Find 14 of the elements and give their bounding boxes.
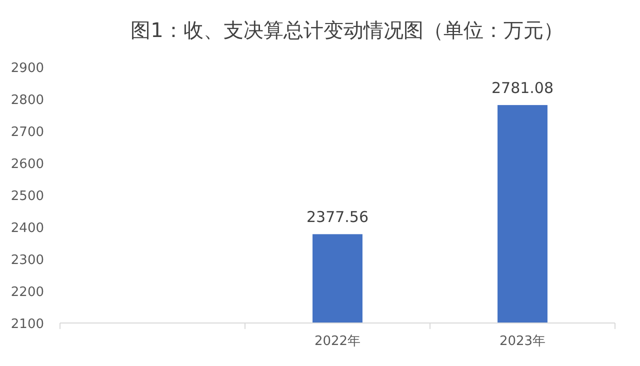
data-label: 2781.08: [491, 79, 554, 98]
y-tick-label: 2500: [10, 189, 44, 204]
title: 图1：收、支决算总计变动情况图（单位：万元）: [130, 18, 564, 42]
x-tick-label: 2022年: [314, 334, 361, 349]
y-tick-label: 2200: [10, 285, 44, 300]
y-tick-label: 2400: [10, 221, 44, 236]
y-tick-label: 2300: [10, 253, 44, 268]
y-tick-label: 2900: [10, 61, 44, 76]
y-tick-label: 2800: [10, 93, 44, 108]
y-tick-label: 2600: [10, 157, 44, 172]
y-tick-label: 2700: [10, 125, 44, 140]
data-label: 2377.56: [306, 208, 369, 226]
y-tick-label: 2100: [10, 317, 44, 332]
x-tick-label: 2023年: [499, 334, 546, 349]
